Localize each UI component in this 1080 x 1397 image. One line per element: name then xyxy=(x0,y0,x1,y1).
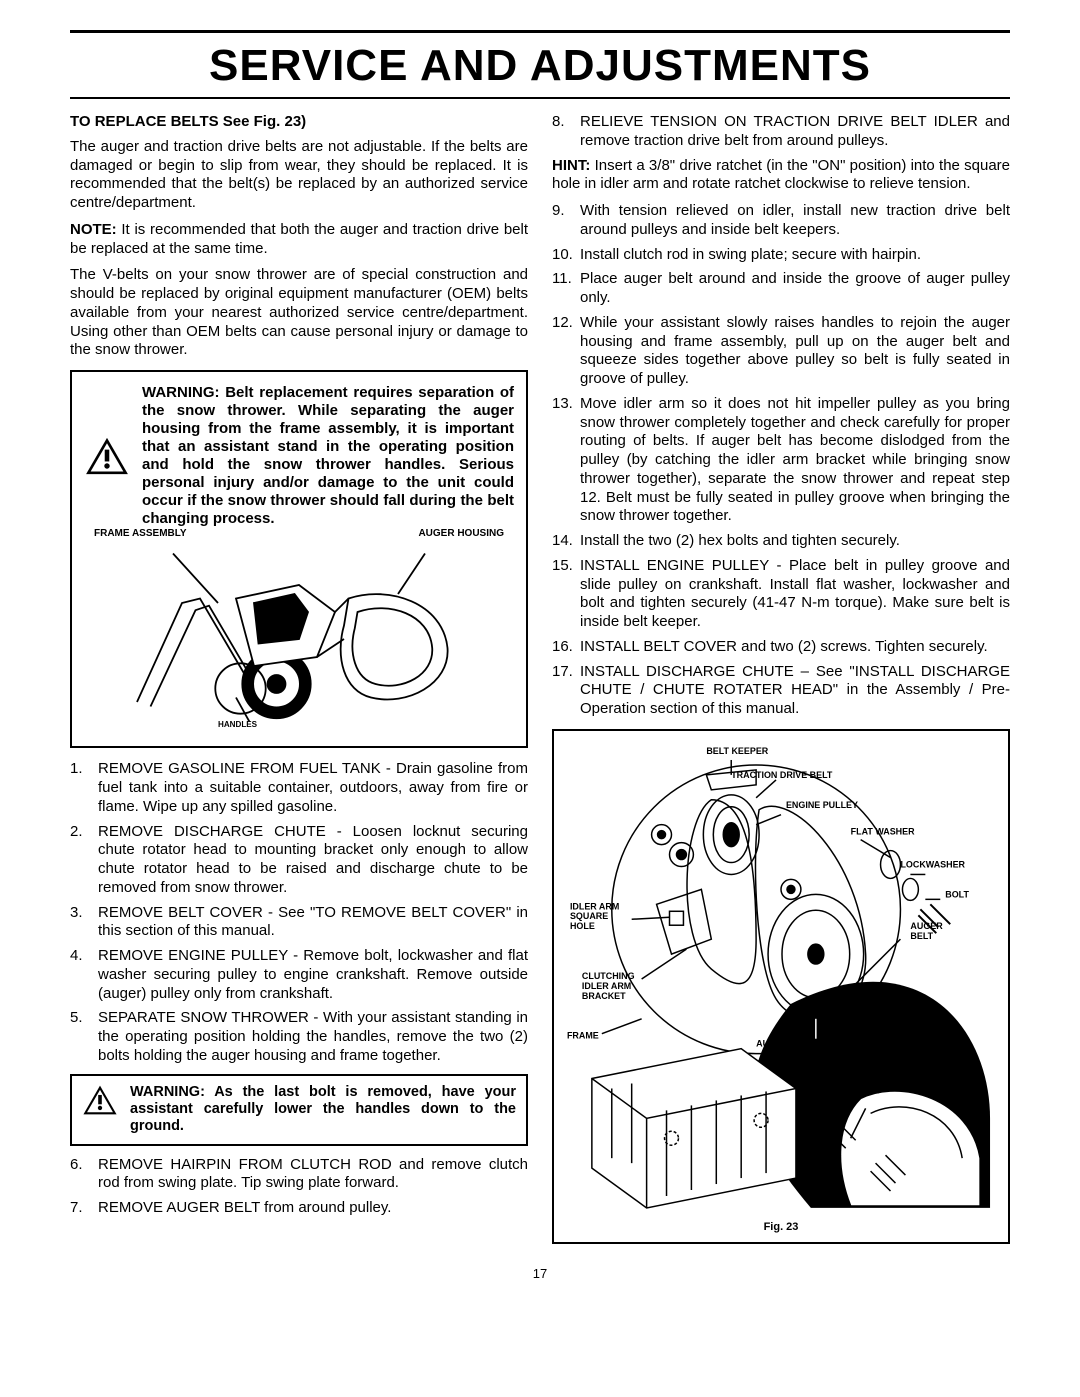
steps-list-b: 6.REMOVE HAIRPIN FROM CLUTCH ROD and rem… xyxy=(70,1156,528,1218)
svg-text:AUGER PULLEY: AUGER PULLEY xyxy=(756,1038,826,1048)
hint-paragraph: HINT: Insert a 3/8" drive ratchet (in th… xyxy=(552,157,1010,195)
note-paragraph: NOTE: It is recommended that both the au… xyxy=(70,221,528,259)
step-item: 1.REMOVE GASOLINE FROM FUEL TANK - Drain… xyxy=(70,760,528,816)
warning-text: WARNING: Belt replacement requires separ… xyxy=(142,384,514,528)
label-handles: HANDLES xyxy=(218,720,258,729)
figure-caption: Fig. 23 xyxy=(562,1221,1000,1235)
page-number: 17 xyxy=(70,1266,1010,1281)
page-title: Service And Adjustments xyxy=(70,41,1010,91)
paragraph: The V-belts on your snow thrower are of … xyxy=(70,266,528,360)
step-item: 15.INSTALL ENGINE PULLEY - Place belt in… xyxy=(552,557,1010,632)
step-item: 9.With tension relieved on idler, instal… xyxy=(552,202,1010,240)
note-text: It is recommended that both the auger an… xyxy=(70,221,528,257)
snow-thrower-illustration: HANDLES xyxy=(84,549,514,735)
rule-top xyxy=(70,30,1010,33)
svg-text:TRACTION DRIVE BELT: TRACTION DRIVE BELT xyxy=(731,770,833,780)
step-item: 2.REMOVE DISCHARGE CHUTE - Loosen locknu… xyxy=(70,823,528,898)
step-item: 17.INSTALL DISCHARGE CHUTE – See "INSTAL… xyxy=(552,663,1010,719)
label-auger: AUGER HOUSING xyxy=(418,528,504,541)
warning-box-2: WARNING: As the last bolt is removed, ha… xyxy=(70,1074,528,1146)
step-item: 7.REMOVE AUGER BELT from around pulley. xyxy=(70,1199,528,1218)
step-item: 11.Place auger belt around and inside th… xyxy=(552,270,1010,308)
step-item: 4.REMOVE ENGINE PULLEY - Remove bolt, lo… xyxy=(70,947,528,1003)
warning-figure-box: WARNING: Belt replacement requires separ… xyxy=(70,370,528,748)
svg-text:BOLTS: BOLTS xyxy=(851,1085,881,1095)
paragraph: The auger and traction drive belts are n… xyxy=(70,138,528,213)
figure-23-box: BELT KEEPER TRACTION DRIVE BELT ENGINE P… xyxy=(552,729,1010,1245)
svg-text:BOLT: BOLT xyxy=(945,889,969,899)
svg-text:CLUTCHINGIDLER ARMBRACKET: CLUTCHINGIDLER ARMBRACKET xyxy=(582,971,635,1001)
left-column: TO REPLACE BELTS See Fig. 23) The auger … xyxy=(70,113,528,1256)
step-item: 3.REMOVE BELT COVER - See "TO REMOVE BEL… xyxy=(70,904,528,942)
svg-text:FRAME: FRAME xyxy=(567,1030,599,1040)
steps-list-d: 9.With tension relieved on idler, instal… xyxy=(552,202,1010,719)
rule-under-title xyxy=(70,97,1010,99)
step-item: 5.SEPARATE SNOW THROWER - With your assi… xyxy=(70,1009,528,1065)
step-item: 8.RELIEVE TENSION ON TRACTION DRIVE BELT… xyxy=(552,113,1010,151)
svg-text:FLAT WASHER: FLAT WASHER xyxy=(851,826,915,836)
step-item: 6.REMOVE HAIRPIN FROM CLUTCH ROD and rem… xyxy=(70,1156,528,1194)
step-item: 13.Move idler arm so it does not hit imp… xyxy=(552,395,1010,526)
warning-icon xyxy=(84,436,130,476)
step-item: 16.INSTALL BELT COVER and two (2) screws… xyxy=(552,638,1010,657)
warning-text-2: WARNING: As the last bolt is removed, ha… xyxy=(130,1084,516,1136)
svg-text:BELT KEEPER: BELT KEEPER xyxy=(706,746,768,756)
svg-text:ENGINE PULLEY: ENGINE PULLEY xyxy=(786,800,858,810)
figure-label-row: FRAME ASSEMBLY AUGER HOUSING xyxy=(84,528,514,541)
svg-text:AUGERBELT: AUGERBELT xyxy=(910,921,943,941)
step-item: 14.Install the two (2) hex bolts and tig… xyxy=(552,532,1010,551)
warning-row: WARNING: Belt replacement requires separ… xyxy=(84,384,514,528)
right-column: 8.RELIEVE TENSION ON TRACTION DRIVE BELT… xyxy=(552,113,1010,1256)
steps-list-c: 8.RELIEVE TENSION ON TRACTION DRIVE BELT… xyxy=(552,113,1010,151)
label-frame: FRAME ASSEMBLY xyxy=(94,528,187,541)
svg-text:LOCKWASHER: LOCKWASHER xyxy=(900,859,965,869)
steps-list-a: 1.REMOVE GASOLINE FROM FUEL TANK - Drain… xyxy=(70,760,528,1065)
figure-23-diagram: BELT KEEPER TRACTION DRIVE BELT ENGINE P… xyxy=(562,739,1000,1209)
section-heading: TO REPLACE BELTS See Fig. 23) xyxy=(70,113,528,132)
step-item: 10.Install clutch rod in swing plate; se… xyxy=(552,246,1010,265)
hint-label: HINT: xyxy=(552,157,590,174)
hint-text: Insert a 3/8" drive ratchet (in the "ON"… xyxy=(552,157,1010,193)
note-label: NOTE: xyxy=(70,221,117,238)
warning-icon xyxy=(82,1084,118,1116)
two-column-layout: TO REPLACE BELTS See Fig. 23) The auger … xyxy=(70,113,1010,1256)
step-item: 12.While your assistant slowly raises ha… xyxy=(552,314,1010,389)
